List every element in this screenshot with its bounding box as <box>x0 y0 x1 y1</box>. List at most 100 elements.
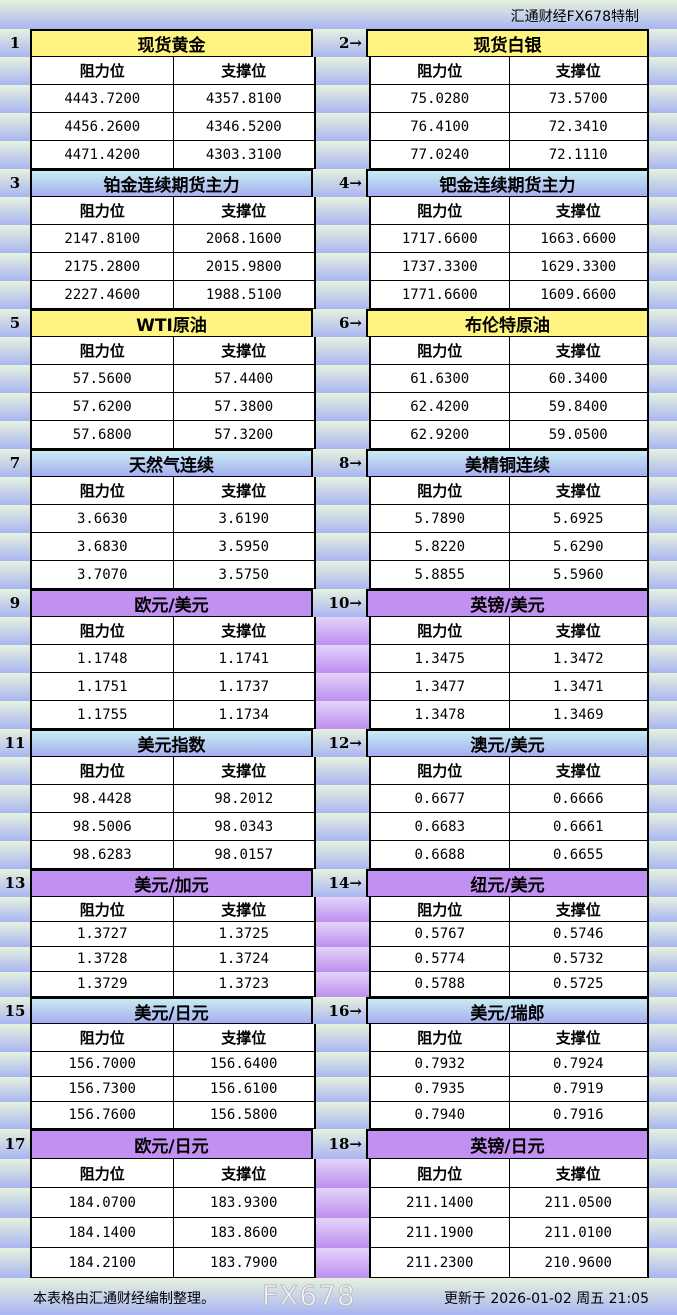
resistance-value: 61.6300 <box>371 365 509 392</box>
column-header: 阻力位 支撑位 <box>369 757 649 785</box>
resistance-value: 2227.4600 <box>32 281 173 308</box>
support-value: 0.6661 <box>508 813 647 840</box>
level-row: 3.7070 3.5750 5.8855 5.5960 <box>0 561 677 589</box>
right-margin <box>649 253 677 281</box>
support-header: 支撑位 <box>172 757 314 784</box>
support-value: 0.7924 <box>508 1052 647 1076</box>
level-row: 156.7600 156.5800 0.7940 0.7916 <box>0 1102 677 1129</box>
left-margin: 13 <box>0 869 30 897</box>
left-margin: 15 <box>0 997 30 1024</box>
middle-gap <box>316 1052 369 1077</box>
resistance-value: 76.4100 <box>371 113 509 140</box>
left-margin <box>0 972 30 997</box>
resistance-value: 184.0700 <box>32 1188 173 1217</box>
support-value: 4346.5200 <box>172 113 314 140</box>
left-margin <box>0 1077 30 1102</box>
resistance-value: 62.4200 <box>371 393 509 420</box>
level-values: 1737.3300 1629.3300 <box>369 253 649 281</box>
level-values: 211.1400 211.0500 <box>369 1188 649 1218</box>
instrument-title: 英镑/日元 <box>366 1129 649 1159</box>
resistance-value: 3.6830 <box>32 533 173 560</box>
level-values: 61.6300 60.3400 <box>369 365 649 393</box>
level-values: 77.0240 72.1110 <box>369 141 649 169</box>
level-row: 1.1748 1.1741 1.3475 1.3472 <box>0 645 677 673</box>
right-margin <box>649 561 677 589</box>
support-value: 0.5725 <box>508 972 647 996</box>
resistance-value: 0.6688 <box>371 841 509 868</box>
middle-gap <box>316 617 369 645</box>
right-margin <box>649 617 677 645</box>
middle-gap <box>316 897 369 922</box>
resistance-value: 184.1400 <box>32 1218 173 1247</box>
resistance-header: 阻力位 <box>32 757 173 784</box>
middle-gap <box>316 1077 369 1102</box>
support-value: 1609.6600 <box>508 281 647 308</box>
instrument-title: 英镑/美元 <box>366 589 649 617</box>
resistance-value: 2175.2800 <box>32 253 173 280</box>
instrument-number: 15 <box>4 1001 26 1020</box>
right-margin <box>649 141 677 169</box>
resistance-value: 0.5767 <box>371 922 509 946</box>
left-margin <box>0 393 30 421</box>
instrument-number: 5 <box>9 314 21 332</box>
left-margin: 1 <box>0 29 30 57</box>
middle-gap <box>316 393 369 421</box>
level-values: 98.4428 98.2012 <box>30 785 316 813</box>
column-header: 阻力位 支撑位 <box>30 57 316 85</box>
left-margin <box>0 1159 30 1188</box>
level-values: 4443.7200 4357.8100 <box>30 85 316 113</box>
left-margin: 17 <box>0 1129 30 1159</box>
support-value: 1.1737 <box>172 673 314 700</box>
column-header: 阻力位 支撑位 <box>30 477 316 505</box>
level-values: 98.5006 98.0343 <box>30 813 316 841</box>
left-margin <box>0 1024 30 1052</box>
resistance-value: 156.7300 <box>32 1077 173 1101</box>
level-values: 0.7935 0.7919 <box>369 1077 649 1102</box>
middle-gap <box>316 841 369 869</box>
title-row: 5 WTI原油 6→ 布伦特原油 <box>0 309 677 337</box>
instrument-number: 6→ <box>338 314 362 332</box>
middle-gap: 18→ <box>313 1129 366 1159</box>
support-value: 1.3471 <box>508 673 647 700</box>
level-values: 211.2300 210.9600 <box>369 1248 649 1278</box>
middle-gap: 14→ <box>313 869 366 897</box>
resistance-header: 阻力位 <box>32 337 173 364</box>
right-margin <box>649 421 677 449</box>
support-header: 支撑位 <box>508 57 647 84</box>
level-values: 184.0700 183.9300 <box>30 1188 316 1218</box>
middle-gap <box>316 477 369 505</box>
support-header: 支撑位 <box>508 337 647 364</box>
middle-gap <box>316 561 369 589</box>
left-margin <box>0 841 30 869</box>
right-margin <box>649 673 677 701</box>
support-value: 0.7916 <box>508 1102 647 1128</box>
support-header: 支撑位 <box>172 617 314 644</box>
support-value: 98.0343 <box>172 813 314 840</box>
resistance-header: 阻力位 <box>371 1024 509 1051</box>
resistance-header: 阻力位 <box>371 197 509 224</box>
support-header: 支撑位 <box>172 1159 314 1187</box>
resistance-header: 阻力位 <box>371 477 509 504</box>
support-value: 60.3400 <box>508 365 647 392</box>
column-header: 阻力位 支撑位 <box>369 1159 649 1188</box>
column-header: 阻力位 支撑位 <box>369 1024 649 1052</box>
level-values: 1.3478 1.3469 <box>369 701 649 729</box>
support-value: 73.5700 <box>508 85 647 112</box>
title-row: 1 现货黄金 2→ 现货白银 <box>0 29 677 57</box>
resistance-value: 2147.8100 <box>32 225 173 252</box>
middle-gap <box>316 757 369 785</box>
instrument-title: 欧元/美元 <box>30 589 313 617</box>
instrument-pair-group: 17 欧元/日元 18→ 英镑/日元 阻力位 支撑位 阻力位 支撑位 184.0700 183.9… <box>0 1129 677 1278</box>
level-values: 4456.2600 4346.5200 <box>30 113 316 141</box>
resistance-value: 156.7000 <box>32 1052 173 1076</box>
resistance-header: 阻力位 <box>371 337 509 364</box>
column-header: 阻力位 支撑位 <box>30 1024 316 1052</box>
support-value: 57.3800 <box>172 393 314 420</box>
support-value: 59.0500 <box>508 421 647 448</box>
middle-gap <box>316 972 369 997</box>
header-row: 阻力位 支撑位 阻力位 支撑位 <box>0 1024 677 1052</box>
right-margin <box>649 729 677 757</box>
resistance-value: 0.7932 <box>371 1052 509 1076</box>
left-margin <box>0 785 30 813</box>
level-values: 1.3475 1.3472 <box>369 645 649 673</box>
